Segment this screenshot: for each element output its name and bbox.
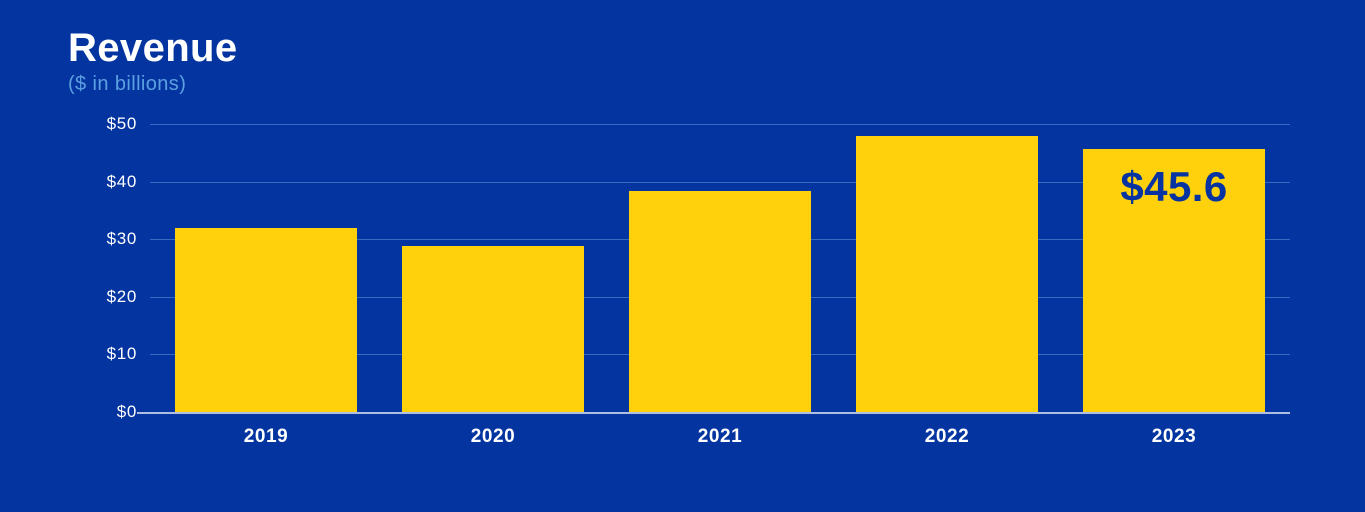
gridline-40 bbox=[150, 181, 1290, 183]
y-tick-label-30: $30 bbox=[106, 229, 137, 249]
bar-2023: $45.6 bbox=[1083, 149, 1265, 412]
y-tick-label-40: $40 bbox=[106, 171, 137, 191]
plot-area: $50 $40 $30 $20 $10 $0 2019 2020 2021 2022 $45.6 20… bbox=[107, 114, 1290, 447]
y-tick-label-50: $50 bbox=[106, 114, 137, 133]
bar-2021 bbox=[629, 190, 811, 412]
gridline-50 bbox=[150, 124, 1290, 125]
x-tick-label-2023: 2023 bbox=[1151, 426, 1197, 447]
y-tick-label-0: $0 bbox=[116, 402, 137, 421]
y-tick-label-10: $10 bbox=[106, 344, 137, 364]
x-tick-label-2022: 2022 bbox=[924, 426, 970, 447]
x-tick-label-2019: 2019 bbox=[243, 426, 289, 447]
bar-2022 bbox=[856, 136, 1038, 412]
bar-2019 bbox=[175, 227, 357, 412]
chart-subtitle: ($ in billions) bbox=[68, 73, 187, 95]
bar-value-label-2023: $45.6 bbox=[1120, 163, 1228, 211]
chart-title: Revenue bbox=[68, 26, 238, 70]
x-tick-label-2021: 2021 bbox=[697, 426, 743, 447]
chart-header: Revenue ($ in billions) bbox=[68, 26, 238, 96]
x-tick-label-2020: 2020 bbox=[470, 426, 516, 447]
bar-2020 bbox=[402, 246, 584, 412]
x-axis-baseline bbox=[137, 412, 1290, 414]
y-tick-label-20: $20 bbox=[106, 286, 137, 306]
